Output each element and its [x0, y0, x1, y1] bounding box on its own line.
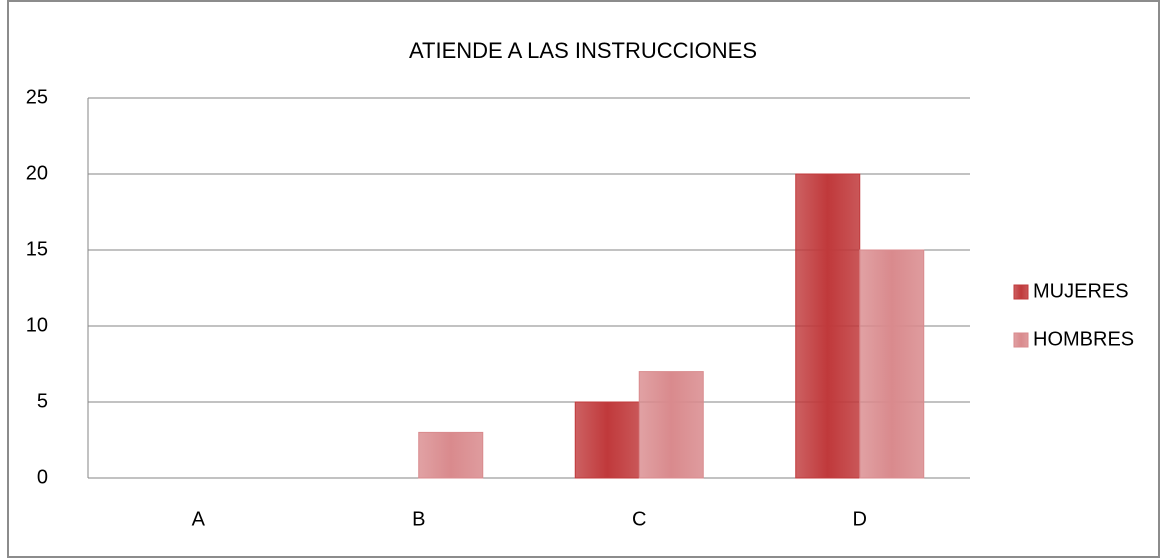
- bar: [574, 401, 640, 479]
- bar: [418, 431, 484, 479]
- x-tick-label: A: [192, 508, 206, 530]
- x-tick-label: C: [632, 508, 646, 530]
- y-tick-label: 15: [26, 238, 48, 260]
- bar: [638, 371, 704, 479]
- legend-label: MUJERES: [1033, 280, 1129, 302]
- bar: [795, 173, 861, 479]
- x-tick-label: B: [412, 508, 425, 530]
- legend-label: HOMBRES: [1033, 328, 1134, 350]
- chart-title: ATIENDE A LAS INSTRUCCIONES: [409, 38, 757, 63]
- bar: [859, 249, 925, 479]
- legend-swatch: [1013, 332, 1029, 348]
- y-tick-label: 20: [26, 162, 48, 184]
- y-tick-label: 25: [26, 86, 48, 108]
- y-tick-label: 5: [37, 390, 48, 412]
- legend-swatch: [1013, 284, 1029, 300]
- y-tick-label: 10: [26, 314, 48, 336]
- x-tick-label: D: [853, 508, 867, 530]
- y-tick-label: 0: [37, 466, 48, 488]
